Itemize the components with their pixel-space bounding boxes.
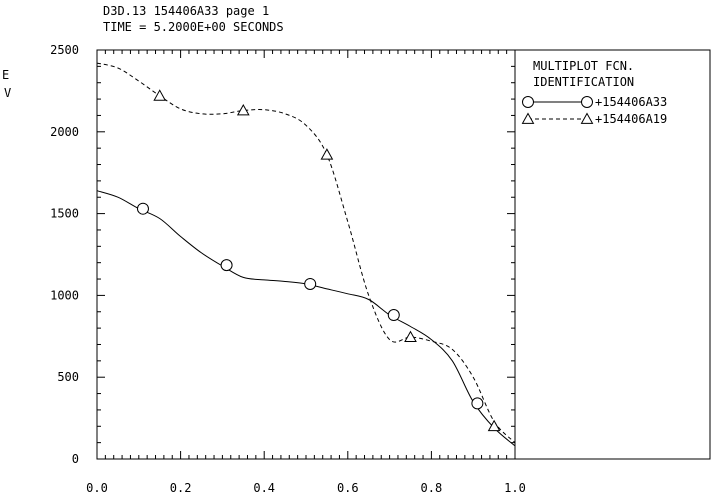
series-0-circle-marker xyxy=(136,202,149,215)
series-1-triangle-marker xyxy=(236,104,250,116)
plot-frame xyxy=(96,49,516,460)
legend-label-1: +154406A19 xyxy=(595,112,667,126)
series-layer xyxy=(96,62,516,447)
x-tick-label: 1.0 xyxy=(504,481,526,495)
y-tick-label: 1500 xyxy=(50,207,79,221)
series-line-1 xyxy=(96,62,516,443)
x-tick-label: 0.6 xyxy=(337,481,359,495)
series-1-triangle-marker xyxy=(320,148,334,160)
series-0-circle-marker xyxy=(471,397,484,410)
legend-title-line1: MULTIPLOT FCN. xyxy=(533,59,634,73)
y-tick-label: 2000 xyxy=(50,125,79,139)
series-0-circle-marker xyxy=(387,309,400,322)
legend-triangle-marker xyxy=(521,112,535,124)
x-tick-label: 0.2 xyxy=(170,481,192,495)
legend-frame xyxy=(514,49,711,460)
y-axis-label-v: V xyxy=(4,86,11,100)
y-tick-label: 1000 xyxy=(50,288,79,302)
legend-circle-marker xyxy=(581,96,593,108)
y-tick-label: 0 xyxy=(72,452,79,466)
series-line-0 xyxy=(96,190,516,447)
series-1-triangle-marker xyxy=(153,89,167,101)
series-0-circle-marker xyxy=(220,259,233,272)
series-0-circle-marker xyxy=(304,277,317,290)
axis-ticks xyxy=(96,49,516,460)
legend-entries: +154406A33 +154406A19 xyxy=(521,95,667,126)
legend-triangle-marker xyxy=(580,112,594,124)
axis-tick-labels: 0.0 0.2 0.4 0.6 0.8 1.0 0 500 1000 1500 2000 2500 xyxy=(50,43,526,495)
series-1-triangle-marker xyxy=(404,330,417,343)
y-axis-label-e: E xyxy=(2,68,9,82)
x-tick-label: 0.0 xyxy=(86,481,108,495)
x-tick-label: 0.8 xyxy=(421,481,443,495)
chart-header-line1: D3D.13 154406A33 page 1 xyxy=(103,4,269,18)
chart-header-line2: TIME = 5.2000E+00 SECONDS xyxy=(103,20,284,34)
y-tick-label: 500 xyxy=(57,370,79,384)
x-tick-label: 0.4 xyxy=(253,481,275,495)
series-1-triangle-marker xyxy=(487,419,501,432)
legend-circle-marker xyxy=(522,96,534,108)
y-tick-label: 2500 xyxy=(50,43,79,57)
legend-label-0: +154406A33 xyxy=(595,95,667,109)
legend-title-line2: IDENTIFICATION xyxy=(533,75,634,89)
